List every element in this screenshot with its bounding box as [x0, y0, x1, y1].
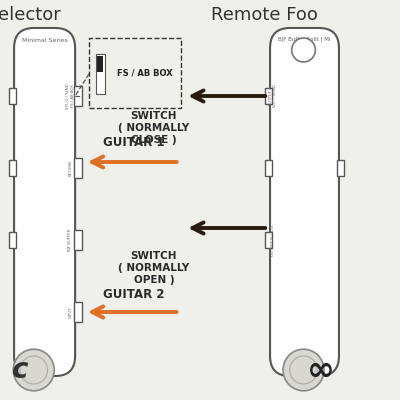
- Bar: [8, 232, 16, 248]
- Text: Minimal Series: Minimal Series: [22, 38, 68, 43]
- Text: RETURN: RETURN: [68, 160, 72, 176]
- Bar: [96, 54, 105, 94]
- Text: Remote Foo: Remote Foo: [211, 6, 318, 24]
- FancyBboxPatch shape: [14, 28, 75, 376]
- Text: OUTPUT B / N.O.: OUTPUT B / N.O.: [271, 224, 275, 256]
- Text: GUITAR 1: GUITAR 1: [104, 136, 165, 148]
- Text: BJF BUFFER: BJF BUFFER: [68, 229, 72, 251]
- Text: FS / AB BOX: FS / AB BOX: [117, 68, 173, 78]
- Bar: [8, 160, 16, 176]
- Text: GUITAR 2: GUITAR 2: [104, 288, 165, 300]
- Bar: [337, 160, 344, 176]
- Text: c: c: [12, 356, 29, 384]
- Bar: [264, 232, 272, 248]
- FancyBboxPatch shape: [270, 28, 339, 376]
- Bar: [8, 88, 16, 104]
- Text: INPUT: INPUT: [68, 306, 72, 318]
- Text: OUTPUT A
N.C. / SEND: OUTPUT A N.C. / SEND: [268, 85, 277, 107]
- Text: SPL.O / SLND
FS / AB BOX: SPL.O / SLND FS / AB BOX: [66, 83, 75, 109]
- Bar: [264, 160, 272, 176]
- Text: elector: elector: [0, 6, 61, 24]
- Text: BJF Buffer Split | Mi: BJF Buffer Split | Mi: [278, 36, 331, 42]
- Circle shape: [283, 349, 324, 391]
- Circle shape: [292, 38, 315, 62]
- Text: ∞: ∞: [307, 354, 335, 386]
- Bar: [264, 88, 272, 104]
- Bar: [97, 56, 104, 72]
- Bar: [74, 230, 82, 250]
- Text: SWITCH
( NORMALLY
CLOSE ): SWITCH ( NORMALLY CLOSE ): [118, 111, 190, 146]
- Bar: [74, 158, 82, 178]
- Circle shape: [13, 349, 54, 391]
- Bar: [74, 86, 82, 106]
- Bar: [74, 302, 82, 322]
- Text: SWITCH
( NORMALLY
OPEN ): SWITCH ( NORMALLY OPEN ): [118, 250, 190, 286]
